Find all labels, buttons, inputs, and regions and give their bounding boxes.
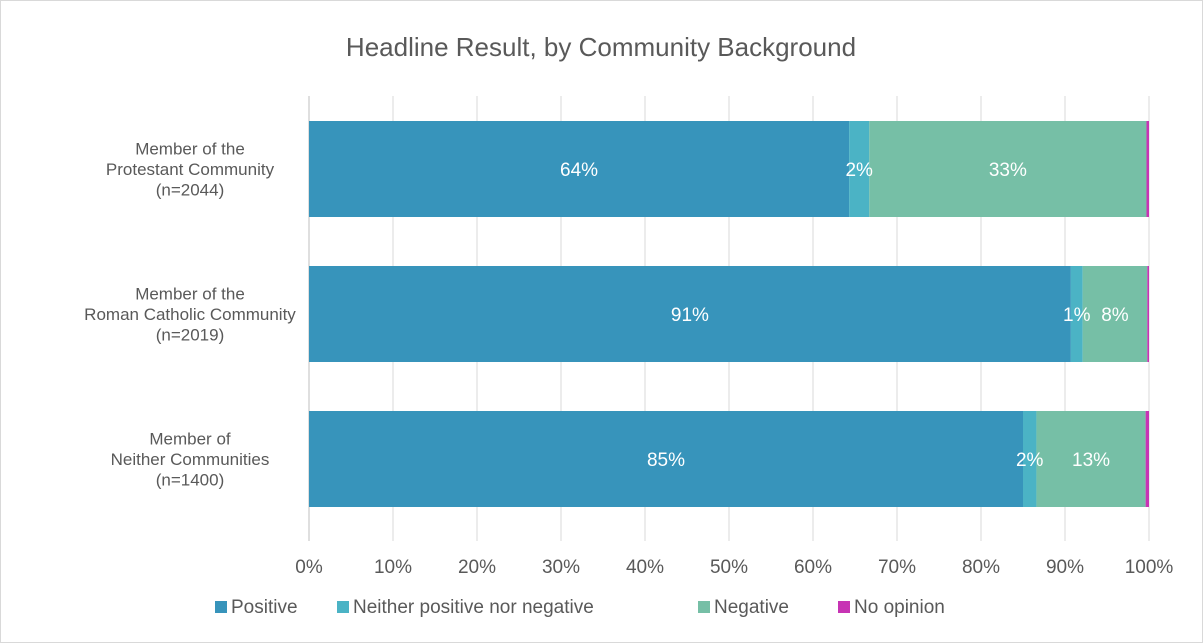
legend-label: Neither positive nor negative: [353, 597, 594, 618]
bar-segment: [309, 266, 1071, 362]
x-tick-label: 20%: [458, 557, 496, 578]
category-label: (n=2019): [156, 326, 225, 345]
category-label: Neither Communities: [111, 450, 270, 469]
bar-segment: [849, 121, 870, 217]
bar-segment: [1082, 266, 1148, 362]
data-label: 2%: [1016, 450, 1044, 471]
bar-segment: [309, 121, 850, 217]
category-label: Protestant Community: [106, 160, 275, 179]
legend-swatch: [838, 601, 850, 613]
bar-segment: [1147, 266, 1149, 362]
chart-title: Headline Result, by Community Background: [346, 32, 856, 62]
category-label: Roman Catholic Community: [84, 305, 296, 324]
x-tick-label: 0%: [295, 557, 323, 578]
legend-swatch: [698, 601, 710, 613]
legend-label: Negative: [714, 597, 789, 618]
x-tick-label: 70%: [878, 557, 916, 578]
data-label: 1%: [1063, 305, 1091, 326]
bar-segment: [869, 121, 1147, 217]
data-labels: 64% 2% 33% 91% 1% 8% 85% 2% 13%: [560, 160, 1129, 471]
category-label: Member of the: [135, 285, 245, 304]
legend-label: Positive: [231, 597, 298, 618]
x-tick-label: 10%: [374, 557, 412, 578]
category-label: (n=1400): [156, 471, 225, 490]
legend-label: No opinion: [854, 597, 945, 618]
data-label: 64%: [560, 160, 598, 181]
x-tick-label: 100%: [1125, 557, 1174, 578]
data-label: 8%: [1101, 305, 1129, 326]
category-label: Member of: [149, 430, 231, 449]
category-label: Member of the: [135, 140, 245, 159]
legend-swatch: [215, 601, 227, 613]
bar-segment: [1146, 121, 1149, 217]
x-tick-label: 40%: [626, 557, 664, 578]
data-label: 85%: [647, 450, 685, 471]
x-tick-label: 30%: [542, 557, 580, 578]
data-label: 91%: [671, 305, 709, 326]
data-label: 13%: [1072, 450, 1110, 471]
bar-segment: [1023, 411, 1037, 507]
x-tick-label: 60%: [794, 557, 832, 578]
x-axis-ticks: 0% 10% 20% 30% 40% 50% 60% 70% 80% 90% 100%: [295, 557, 1173, 578]
x-tick-label: 50%: [710, 557, 748, 578]
bar-segment: [1036, 411, 1146, 507]
x-tick-label: 90%: [1046, 557, 1084, 578]
x-tick-label: 80%: [962, 557, 1000, 578]
category-label: (n=2044): [156, 181, 225, 200]
legend-swatch: [337, 601, 349, 613]
bar-segment: [1145, 411, 1149, 507]
bars: [309, 121, 1149, 507]
bar-segment: [1070, 266, 1083, 362]
data-label: 33%: [989, 160, 1027, 181]
bar-segment: [309, 411, 1023, 507]
legend: Positive Neither positive nor negative Neg…: [215, 597, 945, 618]
data-label: 2%: [845, 160, 873, 181]
